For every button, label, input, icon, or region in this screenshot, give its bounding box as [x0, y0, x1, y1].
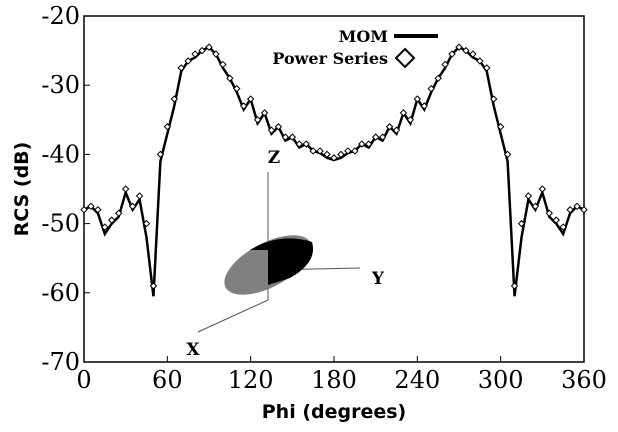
y-tick-label: -50 [41, 210, 80, 238]
series-line [83, 45, 585, 297]
marker [441, 60, 449, 69]
marker [121, 185, 130, 193]
marker [552, 216, 560, 224]
marker [559, 223, 567, 231]
legend-label: MOM [339, 27, 388, 46]
marker [371, 133, 380, 141]
ellipsoid-shade [250, 238, 314, 285]
marker [469, 50, 477, 58]
marker [87, 202, 95, 211]
marker [253, 116, 262, 124]
marker [163, 123, 172, 131]
marker [198, 46, 206, 55]
marker [149, 282, 158, 290]
marker [219, 60, 227, 69]
x-tick-label: 120 [228, 366, 274, 394]
marker [580, 206, 588, 214]
x-tick-label: 0 [76, 366, 91, 394]
marker [184, 57, 192, 65]
marker [496, 123, 505, 131]
marker [260, 109, 269, 117]
annotation: Z [268, 148, 280, 168]
marker [330, 154, 338, 162]
marker [205, 43, 213, 51]
marker [135, 192, 144, 200]
marker [128, 202, 137, 211]
marker [302, 140, 310, 148]
marker [531, 202, 540, 211]
marker [490, 95, 498, 103]
marker [420, 102, 428, 110]
x-tick-label: 300 [478, 366, 524, 394]
marker [378, 133, 387, 141]
marker [448, 50, 456, 58]
marker [545, 209, 553, 217]
marker [226, 74, 234, 82]
marker [323, 150, 331, 159]
marker [358, 140, 366, 148]
y-tick-label: -20 [41, 2, 80, 30]
annotation: X [186, 340, 200, 360]
marker [385, 123, 394, 131]
marker [365, 140, 373, 148]
marker [170, 95, 178, 103]
y-axis-label: RCS (dB) [11, 142, 33, 237]
marker [267, 126, 276, 134]
marker [399, 109, 408, 117]
marker [115, 209, 123, 217]
marker [80, 206, 88, 214]
marker [413, 95, 422, 103]
marker [108, 216, 116, 224]
marker [142, 219, 151, 228]
marker [309, 147, 317, 155]
marker [337, 150, 345, 159]
x-axis-3d [197, 299, 269, 333]
marker [344, 147, 352, 155]
x-tick-label: 240 [394, 366, 440, 394]
legend-label: Power Series [272, 49, 388, 68]
marker [462, 46, 470, 55]
x-tick-label: 60 [152, 366, 183, 394]
y-tick-label: -60 [41, 279, 80, 307]
marker [503, 150, 512, 159]
marker [476, 57, 484, 65]
marker [524, 192, 533, 200]
x-tick-label: 180 [311, 366, 357, 394]
marker [288, 133, 297, 141]
marker [246, 95, 255, 103]
marker [566, 206, 574, 214]
marker [538, 185, 547, 193]
marker [316, 147, 324, 155]
y-tick-label: -70 [41, 348, 80, 376]
marker [573, 202, 581, 211]
inset-illustration: Z Y X [186, 148, 385, 360]
y-tick-label: -40 [41, 140, 80, 168]
marker [406, 116, 415, 124]
marker [177, 64, 185, 72]
marker [101, 223, 109, 231]
marker [427, 84, 435, 93]
marker [517, 219, 526, 228]
annotation: Y [371, 269, 385, 289]
legend-marker [394, 47, 416, 69]
marker [233, 84, 241, 93]
marker [191, 50, 199, 58]
marker [483, 64, 491, 72]
marker [281, 133, 290, 141]
marker [295, 140, 303, 148]
x-axis-label: Phi (degrees) [262, 401, 407, 423]
marker [240, 102, 248, 110]
marker [510, 282, 519, 290]
marker [351, 147, 359, 155]
marker [434, 74, 442, 82]
marker [455, 43, 463, 51]
marker [156, 150, 165, 159]
marker [274, 123, 283, 131]
y-tick-label: -30 [41, 71, 80, 99]
marker [94, 206, 102, 214]
marker [392, 126, 401, 134]
marker [212, 50, 220, 58]
x-tick-label: 360 [561, 366, 607, 394]
